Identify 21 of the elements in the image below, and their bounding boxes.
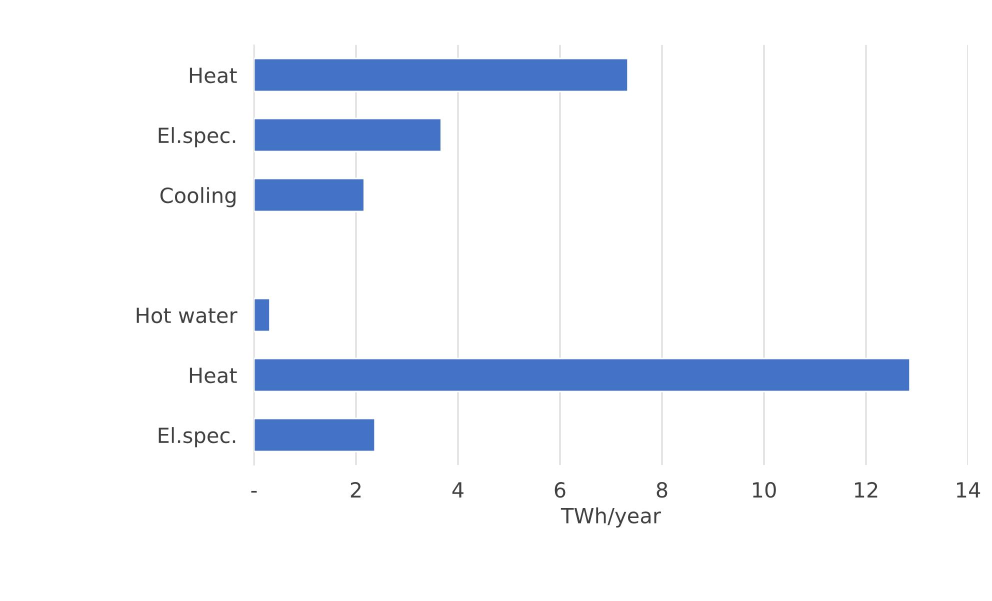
- x-tick-label: 10: [753, 482, 776, 498]
- y-tick-label: El.spec.: [158, 127, 236, 148]
- x-tick-label: 4: [452, 482, 464, 498]
- x-tick-label: 6: [554, 482, 566, 498]
- x-tick-label: 12: [855, 482, 878, 498]
- x-tick-label: 8: [656, 482, 668, 498]
- bar: [254, 358, 911, 392]
- bar: [254, 118, 442, 152]
- x-axis-title: TWh/year: [560, 507, 662, 528]
- bar: [254, 418, 376, 452]
- y-tick-label: Heat: [190, 68, 237, 84]
- bar: [254, 298, 271, 332]
- y-tick-label: El.spec.: [158, 427, 236, 448]
- x-tick-label: -: [251, 490, 257, 493]
- x-tick-label: 2: [350, 482, 361, 498]
- y-tick-label: Cooling: [160, 187, 236, 208]
- y-tick-label: Heat: [190, 368, 237, 384]
- x-tick-label: 14: [957, 482, 980, 498]
- bar: [254, 178, 365, 212]
- y-tick-label: Hot water: [136, 308, 238, 324]
- bar: [254, 58, 629, 92]
